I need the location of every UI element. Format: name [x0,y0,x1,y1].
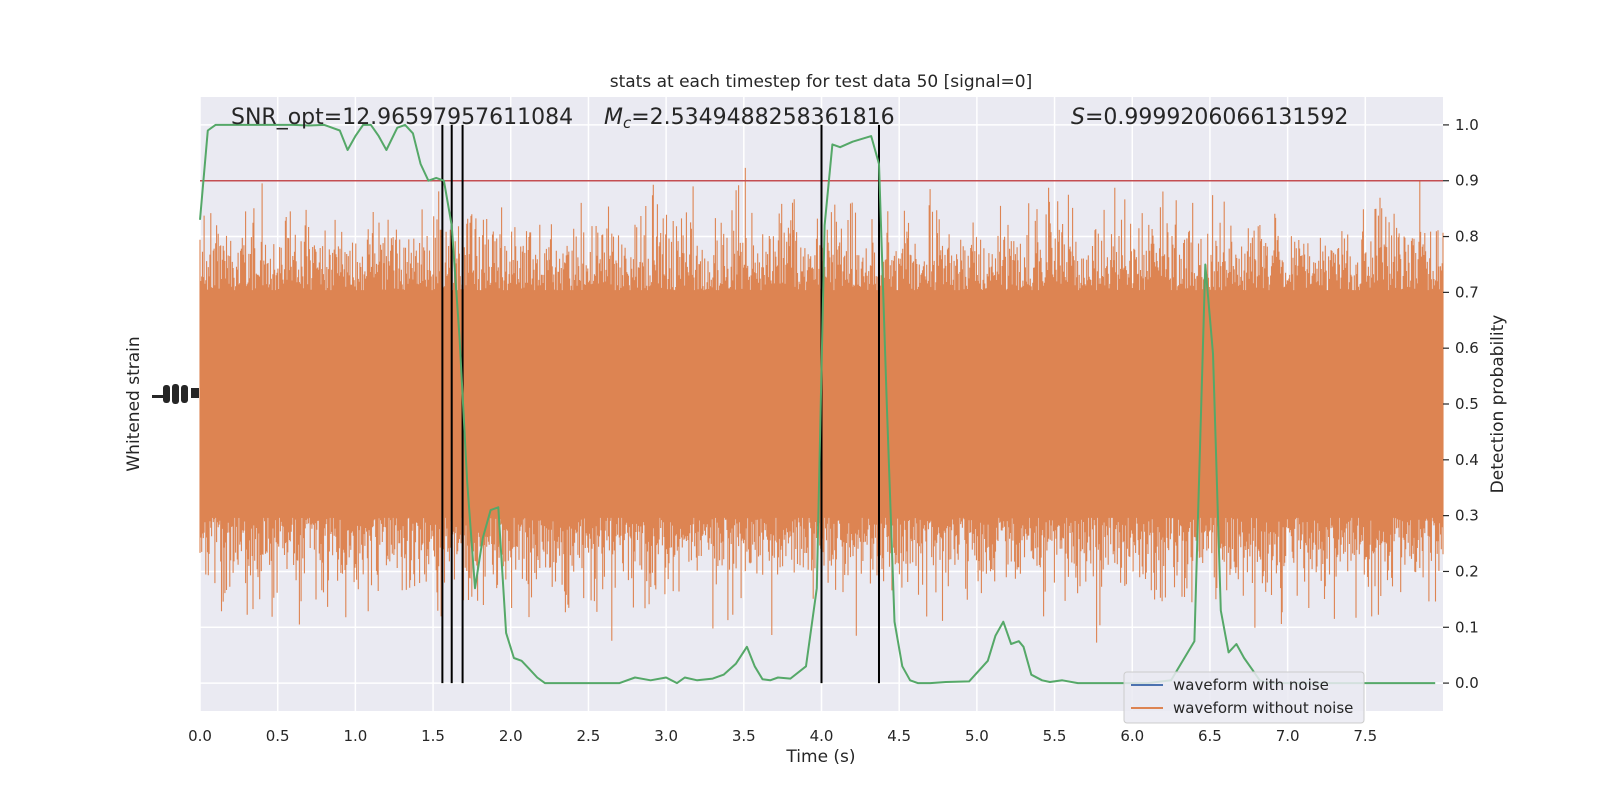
x-ticks: 0.0 0.5 1.0 1.5 2.0 2.5 3.0 3.5 4.0 4.5 5.0 5.5 6.0 6… [188,727,1377,745]
waveform-without-noise-trace-line [199,167,1444,643]
x-tick-label-0: 0.0 [188,727,212,745]
y-tick-label-5: 0.5 [1455,395,1479,413]
y-right-axis-title: Detection probability [1488,315,1508,494]
x-tick-label-7: 3.5 [732,727,756,745]
y-tick-label-6: 0.6 [1455,339,1479,357]
left-axis-tick-glyph [152,384,199,404]
s-annotation: S=0.9999206066131592 [1071,105,1348,130]
x-tick-label-10: 5.0 [965,727,989,745]
x-tick-label-15: 7.5 [1353,727,1377,745]
y-tick-label-9: 0.9 [1455,172,1479,190]
y-tick-label-8: 0.8 [1455,228,1479,246]
x-tick-label-13: 6.5 [1198,727,1222,745]
y-tick-label-3: 0.3 [1455,507,1479,525]
legend-label-with-noise: waveform with noise [1173,676,1329,694]
chirp-mass-subscript: c [623,114,632,132]
y-tick-label-7: 0.7 [1455,283,1479,301]
x-tick-label-14: 7.0 [1276,727,1300,745]
y-tick-label-0: 0.0 [1455,674,1479,692]
x-tick-label-2: 1.0 [343,727,367,745]
x-tick-label-9: 4.5 [887,727,911,745]
x-tick-label-12: 6.0 [1120,727,1144,745]
x-tick-label-4: 2.0 [499,727,523,745]
s-symbol: S [1071,105,1085,130]
x-tick-label-11: 5.5 [1043,727,1067,745]
x-tick-label-3: 1.5 [421,727,445,745]
snr-annotation: SNR_opt=12.96597957611084 [231,105,573,130]
x-tick-label-5: 2.5 [577,727,601,745]
chirp-mass-annotation: Mc=2.5349488258361816 [604,105,895,132]
legend-label-without-noise: waveform without noise [1173,699,1353,717]
chirp-mass-symbol: M [604,105,623,130]
x-tick-label-1: 0.5 [266,727,290,745]
s-value: =0.9999206066131592 [1085,105,1348,130]
y-left-axis-title: Whitened strain [124,336,144,471]
legend-box [1123,671,1365,724]
y-right-ticks: 0.0 0.1 0.2 0.3 0.4 0.5 0.6 0.7 0.8 0.9 1.0 [1443,116,1479,692]
x-tick-label-8: 4.0 [810,727,834,745]
x-axis-title: Time (s) [785,747,855,767]
y-tick-label-1: 0.1 [1455,618,1479,636]
legend: waveform with noise waveform without noi… [1123,671,1365,724]
chart-title: stats at each timestep for test data 50 … [610,72,1033,92]
x-tick-label-6: 3.0 [654,727,678,745]
chirp-mass-value: =2.5349488258361816 [631,105,894,130]
y-tick-label-10: 1.0 [1455,116,1479,134]
y-tick-label-4: 0.4 [1455,451,1479,469]
y-tick-label-2: 0.2 [1455,562,1479,580]
